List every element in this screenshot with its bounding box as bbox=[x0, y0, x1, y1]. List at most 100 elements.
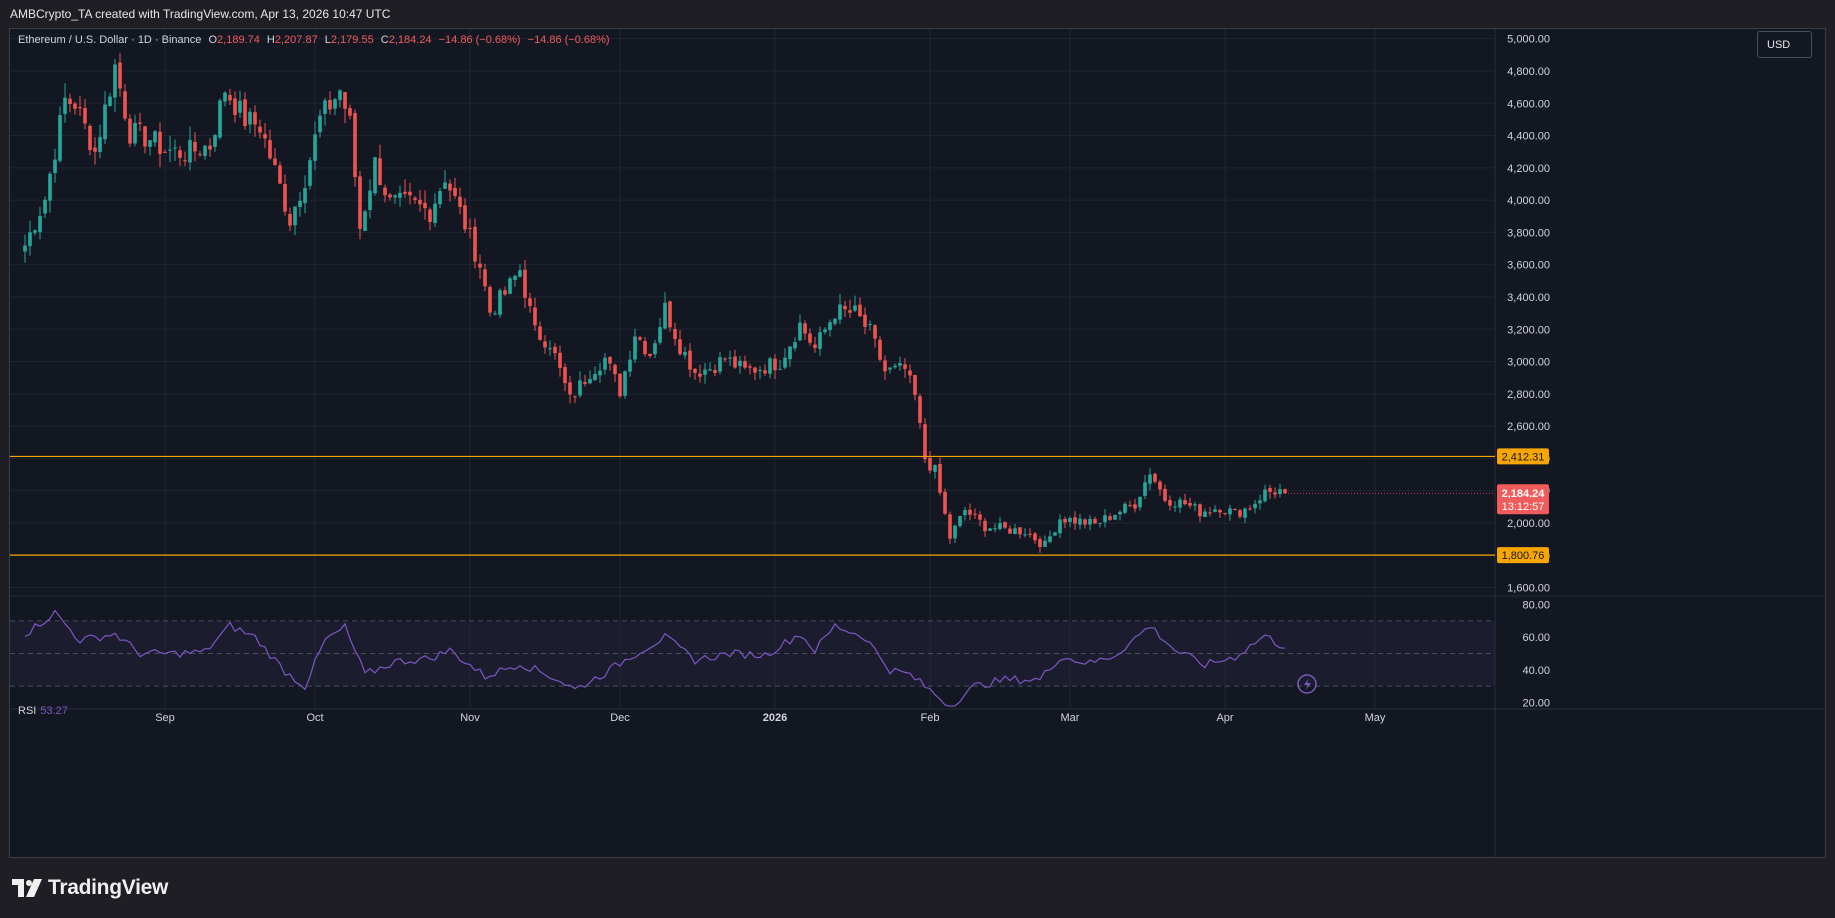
candle-body bbox=[1008, 528, 1012, 534]
price-tick-label: 2,000.00 bbox=[1507, 518, 1550, 530]
time-tick-label: Dec bbox=[610, 712, 630, 724]
candle-body bbox=[213, 135, 217, 147]
candle-body bbox=[423, 202, 427, 209]
candle-body bbox=[383, 187, 387, 196]
candle-body bbox=[333, 99, 337, 109]
candle-body bbox=[603, 357, 607, 370]
candle-body bbox=[918, 396, 922, 423]
candle-body bbox=[653, 343, 657, 355]
lightning-icon[interactable] bbox=[1297, 674, 1317, 694]
candle-body bbox=[1173, 506, 1177, 508]
candle-body bbox=[778, 368, 782, 370]
candle-body bbox=[28, 232, 32, 247]
candle-body bbox=[798, 322, 802, 341]
candle-body bbox=[1118, 511, 1122, 515]
candle-body bbox=[73, 103, 77, 109]
countdown-label: 13:12:57 bbox=[1502, 501, 1545, 513]
close-value: 2,184.24 bbox=[388, 34, 432, 46]
candle-body bbox=[1088, 518, 1092, 525]
candle-body bbox=[1058, 519, 1062, 534]
candle-body bbox=[268, 140, 272, 159]
candle-body bbox=[303, 188, 307, 204]
price-tick-label: 4,600.00 bbox=[1507, 98, 1550, 110]
candle-body bbox=[388, 194, 392, 198]
candle-body bbox=[308, 160, 312, 186]
candle-body bbox=[998, 523, 1002, 529]
candle-body bbox=[1213, 509, 1217, 512]
candle-body bbox=[408, 191, 412, 196]
candle-body bbox=[143, 126, 147, 147]
candle-body bbox=[688, 350, 692, 370]
price-tick-label: 4,000.00 bbox=[1507, 195, 1550, 207]
candle-body bbox=[968, 509, 972, 515]
candle-body bbox=[1038, 539, 1042, 548]
candle-body bbox=[1153, 473, 1157, 482]
level-price-tag bbox=[1497, 547, 1549, 564]
candle-body bbox=[238, 100, 242, 113]
candle-body bbox=[48, 173, 52, 201]
candle-body bbox=[493, 313, 497, 315]
candle-body bbox=[1208, 512, 1212, 514]
candle-body bbox=[203, 145, 207, 156]
candle-body bbox=[693, 368, 697, 373]
level-price-tag bbox=[1497, 448, 1549, 465]
candle-body bbox=[1113, 515, 1117, 520]
chart-panel[interactable]: 1,600.001,800.002,000.002,200.002,400.00… bbox=[9, 28, 1826, 858]
candle-body bbox=[518, 270, 522, 277]
candle-body bbox=[113, 64, 117, 98]
candle-body bbox=[728, 357, 732, 359]
candle-body bbox=[978, 514, 982, 520]
rsi-tick-label: 60.00 bbox=[1522, 632, 1550, 644]
candle-body bbox=[1138, 497, 1142, 508]
candle-body bbox=[643, 340, 647, 355]
candle-body bbox=[443, 182, 447, 189]
candle-body bbox=[1048, 536, 1052, 542]
candle-body bbox=[468, 227, 472, 229]
candle-body bbox=[1253, 503, 1257, 509]
candle-body bbox=[168, 149, 172, 151]
candle-body bbox=[1103, 515, 1107, 523]
candle-body bbox=[453, 187, 457, 196]
candle-body bbox=[98, 136, 102, 152]
candle-body bbox=[1183, 500, 1187, 505]
candle-body bbox=[1013, 528, 1017, 535]
candle-body bbox=[473, 226, 477, 262]
time-tick-label: Sep bbox=[155, 712, 175, 724]
candle-body bbox=[1283, 489, 1287, 494]
candle-body bbox=[503, 290, 507, 295]
candle-body bbox=[233, 98, 237, 115]
candle-body bbox=[508, 278, 512, 294]
candle-body bbox=[88, 125, 92, 151]
candle-body bbox=[378, 158, 382, 186]
candle-body bbox=[1078, 518, 1082, 525]
candle-body bbox=[1018, 527, 1022, 535]
candle-body bbox=[1148, 474, 1152, 484]
candle-body bbox=[228, 95, 232, 101]
candle-body bbox=[1268, 488, 1272, 492]
candle-body bbox=[1258, 500, 1262, 504]
price-chart[interactable]: 1,600.001,800.002,000.002,200.002,400.00… bbox=[10, 29, 1826, 858]
candle-body bbox=[108, 96, 112, 106]
currency-button[interactable]: USD bbox=[1757, 31, 1812, 58]
candle-body bbox=[903, 364, 907, 369]
candle-body bbox=[428, 209, 432, 222]
candle-body bbox=[953, 525, 957, 539]
candle-body bbox=[393, 195, 397, 198]
candle-body bbox=[743, 361, 747, 368]
candle-body bbox=[323, 100, 327, 114]
candle-body bbox=[328, 100, 332, 110]
time-tick-label: Apr bbox=[1216, 712, 1233, 724]
low-label: L bbox=[324, 34, 331, 46]
candle-body bbox=[818, 332, 822, 349]
candle-body bbox=[263, 134, 267, 139]
candle-body bbox=[1128, 505, 1132, 507]
candle-body bbox=[163, 151, 167, 153]
tradingview-logo[interactable]: TradingView bbox=[12, 875, 168, 901]
candle-body bbox=[1033, 533, 1037, 541]
candle-body bbox=[1053, 532, 1057, 536]
candle-body bbox=[873, 325, 877, 339]
candle-body bbox=[173, 147, 177, 149]
candle-body bbox=[78, 106, 82, 109]
candle-body bbox=[813, 344, 817, 348]
symbol-name[interactable]: Ethereum / U.S. Dollar · 1D · Binance bbox=[18, 34, 202, 46]
